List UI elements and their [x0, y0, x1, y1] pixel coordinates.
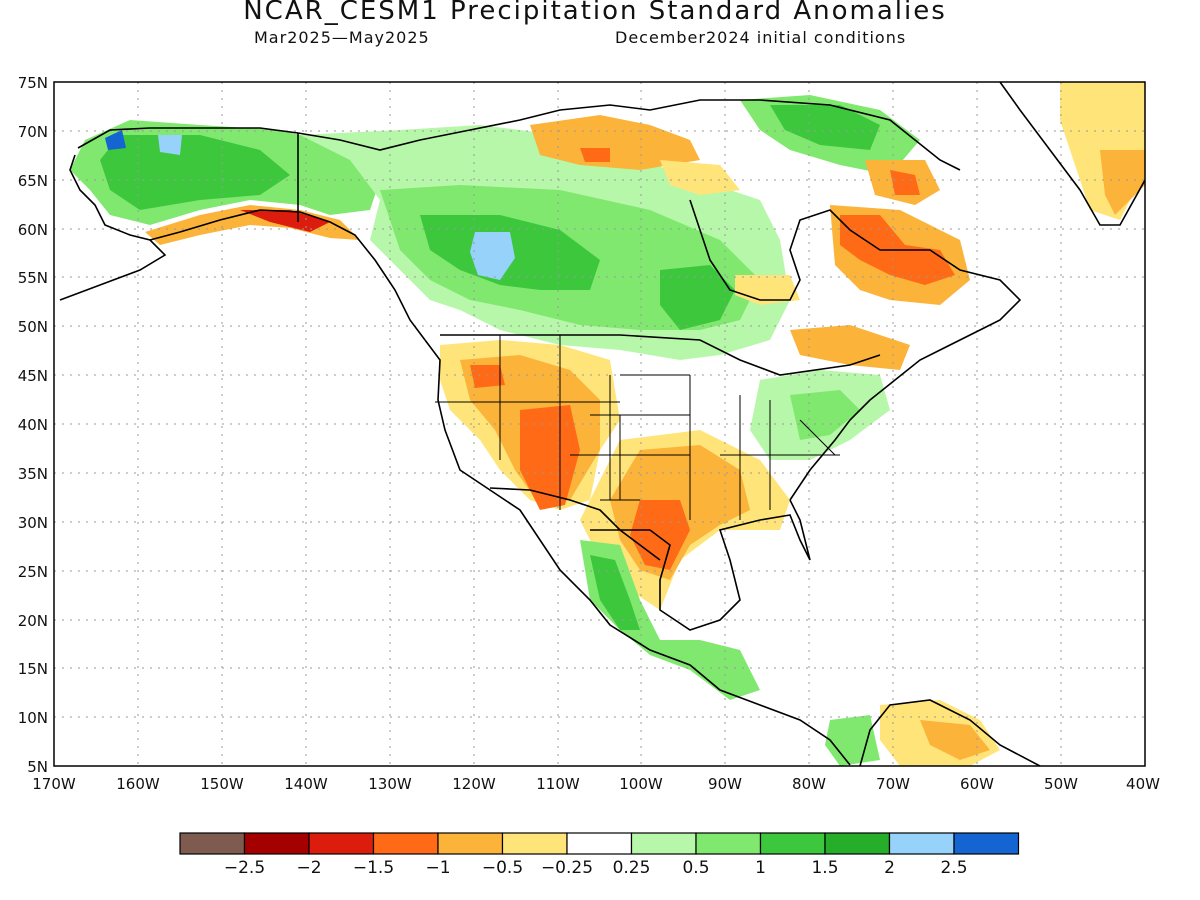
- lat-label: 70N: [18, 123, 48, 141]
- forecast-period: Mar2025—May2025: [254, 28, 430, 47]
- lat-label: 25N: [18, 563, 48, 581]
- colorbar-label: −1.5: [353, 858, 394, 878]
- lon-label: 40W: [1126, 775, 1160, 793]
- lon-label: 130W: [368, 775, 412, 793]
- anomaly-baffin-dry-core: [890, 170, 920, 195]
- map-frame: [53, 81, 1146, 767]
- lat-label: 15N: [18, 660, 48, 678]
- colorbar-label: 1: [755, 858, 766, 878]
- anomaly-arctic-dry-core: [580, 148, 610, 162]
- lon-label: 100W: [619, 775, 663, 793]
- lat-label: 45N: [18, 367, 48, 385]
- colorbar-label: 0.25: [613, 858, 651, 878]
- lon-label: 90W: [708, 775, 742, 793]
- anomaly-greenland-dry-core: [1100, 150, 1145, 215]
- lon-label: 110W: [536, 775, 580, 793]
- colorbar-label: 1.5: [811, 858, 838, 878]
- colorbar-label: 2: [884, 858, 895, 878]
- anomaly-colombia-wet: [825, 715, 880, 766]
- colorbar-label: −0.5: [482, 858, 523, 878]
- lon-label: 170W: [32, 775, 76, 793]
- colorbar-swatch: [888, 832, 955, 855]
- colorbar: −2.5 −2 −1.5 −1 −0.5 −0.25 0.25 0.5 1 1.5 2 2.5: [179, 832, 1020, 878]
- colorbar-swatch: [501, 832, 568, 855]
- colorbar-label: −2.5: [224, 858, 265, 878]
- colorbar-swatch: [953, 832, 1020, 855]
- lon-label: 50W: [1044, 775, 1078, 793]
- anomaly-canada-wet-core2: [660, 265, 735, 330]
- lat-label: 50N: [18, 318, 48, 336]
- border-us-canada: [440, 334, 881, 376]
- lon-label: 80W: [792, 775, 826, 793]
- coastline-gulf: [590, 499, 811, 631]
- lat-label: 60N: [18, 221, 48, 239]
- latitude-labels: 75N 70N 65N 60N 55N 50N 45N 40N 35N 30N …: [18, 74, 48, 776]
- coastline-east: [689, 199, 1022, 501]
- lat-label: 40N: [18, 416, 48, 434]
- colorbar-swatch: [824, 832, 891, 855]
- anomaly-mexico-wet: [580, 540, 760, 700]
- lat-label: 65N: [18, 172, 48, 190]
- anomaly-field: [70, 82, 1145, 766]
- graticule: [54, 82, 1145, 766]
- anomaly-caribbean-dry-core: [920, 720, 990, 760]
- colorbar-swatch: [308, 832, 375, 855]
- colorbar-label: −1: [425, 858, 450, 878]
- coastlines: [59, 82, 1145, 766]
- colorbar-label: −2: [296, 858, 321, 878]
- anomaly-alaska-wet-core: [100, 135, 290, 210]
- lat-label: 10N: [18, 709, 48, 727]
- lon-label: 160W: [116, 775, 160, 793]
- colorbar-label: 2.5: [940, 858, 967, 878]
- initial-conditions: December2024 initial conditions: [615, 28, 907, 47]
- lon-label: 70W: [876, 775, 910, 793]
- colorbar-swatch: [759, 832, 826, 855]
- coastline-greenland: [999, 82, 1145, 226]
- anomaly-canada-wet-blue: [470, 232, 515, 280]
- colorbar-swatch: [437, 832, 504, 855]
- colorbar-swatch: [695, 832, 762, 855]
- lat-label: 20N: [18, 612, 48, 630]
- lat-label: 30N: [18, 514, 48, 532]
- border-us-mexico: [489, 487, 661, 561]
- coastline-south-america: [859, 699, 1041, 766]
- coastline-arctic: [519, 99, 961, 171]
- colorbar-label: −0.25: [541, 858, 593, 878]
- lon-label: 60W: [960, 775, 994, 793]
- colorbar-swatch: [243, 832, 310, 855]
- map-title: NCAR_CESM1 Precipitation Standard Anomal…: [243, 0, 947, 26]
- anomaly-stlawrence-dry: [790, 325, 910, 370]
- colorbar-swatch: [372, 832, 439, 855]
- colorbar-swatch: [179, 832, 246, 855]
- anomaly-westus-dry-core: [520, 405, 580, 510]
- lat-label: 35N: [18, 465, 48, 483]
- coastline-alaska-south: [149, 209, 426, 341]
- lon-label: 120W: [452, 775, 496, 793]
- anomaly-oregon-dry-core: [470, 365, 505, 388]
- anomaly-arctic-dry-light: [660, 160, 740, 195]
- anomaly-texas-dry-core: [630, 500, 690, 570]
- lat-label: 5N: [27, 758, 48, 776]
- coastline-west: [424, 339, 851, 766]
- colorbar-swatch: [566, 832, 633, 855]
- anomaly-alaska-wet-light: [158, 135, 182, 155]
- lat-label: 75N: [18, 74, 48, 92]
- lon-label: 150W: [200, 775, 244, 793]
- longitude-labels: 170W 160W 150W 140W 130W 120W 110W 100W …: [32, 775, 1160, 793]
- anomaly-baffin-wet-core: [770, 105, 880, 150]
- anomaly-alaska-wet-blue: [105, 130, 126, 150]
- colorbar-label: 0.5: [682, 858, 709, 878]
- anomaly-gulf-alaska-dry-core: [240, 210, 330, 232]
- state-lines: [435, 335, 840, 520]
- lat-label: 55N: [18, 269, 48, 287]
- colorbar-swatch: [630, 832, 697, 855]
- lon-label: 140W: [284, 775, 328, 793]
- anomaly-mexico-wet-core: [590, 555, 640, 630]
- anomaly-arctic-dry: [530, 115, 700, 170]
